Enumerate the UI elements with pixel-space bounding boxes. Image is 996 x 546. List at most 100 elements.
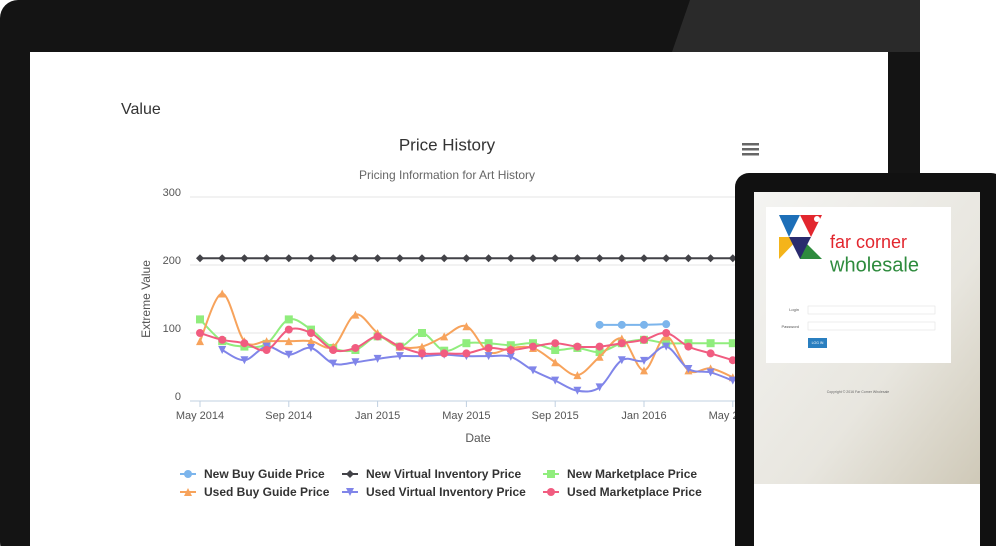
marker (662, 329, 671, 337)
marker (351, 254, 360, 263)
marker (329, 346, 338, 354)
marker (617, 320, 626, 329)
marker (595, 320, 604, 329)
marker (617, 254, 626, 263)
marker (551, 254, 560, 263)
marker (640, 320, 648, 329)
marker (440, 332, 449, 341)
marker (373, 354, 382, 363)
x-tick-label: May 2015 (442, 410, 490, 422)
chart-title: Price History (399, 135, 496, 154)
marker (307, 343, 315, 352)
marker (462, 322, 471, 331)
marker (506, 352, 515, 361)
legend-label: New Buy Guide Price (204, 467, 325, 481)
y-tick-label: 200 (163, 255, 181, 267)
legend-item[interactable]: Used Virtual Inventory Price (342, 485, 526, 499)
series-line (599, 323, 667, 326)
legend-item[interactable]: New Buy Guide Price (180, 467, 325, 481)
legend-item[interactable]: New Virtual Inventory Price (342, 467, 521, 481)
marker (462, 339, 471, 348)
marker (440, 349, 449, 358)
marker (218, 289, 227, 298)
password-label: Password (781, 324, 799, 329)
marker (395, 254, 404, 263)
menu-bar (742, 148, 759, 151)
page-heading: Value (121, 101, 161, 118)
marker (395, 342, 404, 351)
x-tick-label: Sep 2015 (532, 410, 579, 422)
y-tick-label: 300 (163, 187, 181, 199)
legend-label: Used Buy Guide Price (204, 485, 330, 499)
marker (440, 254, 449, 263)
marker (728, 356, 737, 365)
marker (218, 254, 227, 263)
marker (284, 337, 293, 346)
marker (462, 254, 471, 263)
password-input[interactable] (807, 321, 936, 331)
marker (529, 366, 537, 375)
y-axis-title: Extreme Value (139, 260, 153, 338)
marker (240, 254, 249, 263)
legend-label: Used Marketplace Price (567, 485, 702, 499)
menu-bar (742, 153, 759, 156)
marker (307, 329, 315, 337)
marker (728, 254, 737, 263)
marker (595, 254, 604, 263)
marker (595, 383, 604, 392)
logo-bottom: wholesale (829, 254, 919, 276)
y-tick-label: 100 (163, 323, 181, 335)
marker (184, 488, 192, 496)
legend-item[interactable]: New Marketplace Price (543, 467, 697, 481)
logo-top: far corner (830, 232, 907, 252)
login-label: Login (789, 307, 799, 312)
marker (595, 352, 604, 361)
legend-item[interactable]: Used Buy Guide Price (180, 485, 330, 499)
marker (373, 254, 382, 263)
marker (551, 358, 560, 367)
marker (551, 376, 560, 385)
marker (529, 254, 537, 263)
menu-button[interactable] (742, 143, 759, 156)
chart: Price History Pricing Information for Ar… (139, 135, 790, 499)
legend-label: Used Virtual Inventory Price (366, 485, 526, 499)
marker (573, 371, 582, 380)
marker (484, 352, 493, 361)
menu-bar (742, 143, 759, 146)
marker (684, 342, 693, 351)
marker (484, 339, 493, 348)
marker (218, 335, 227, 344)
legend-item[interactable]: Used Marketplace Price (543, 485, 702, 499)
login-input[interactable] (807, 305, 936, 315)
x-tick-label: Jan 2016 (621, 410, 666, 422)
login-button[interactable] (808, 338, 827, 348)
marker (196, 337, 204, 346)
marker (617, 339, 626, 348)
x-tick-label: May 2014 (176, 410, 224, 422)
marker (418, 329, 426, 337)
marker (351, 343, 360, 352)
marker (551, 339, 560, 348)
marker (284, 350, 293, 359)
marker (284, 315, 293, 324)
marker (506, 346, 515, 354)
marker (640, 366, 648, 375)
logo-mark (779, 215, 822, 259)
marker (529, 342, 537, 351)
marker (706, 368, 715, 377)
marker (706, 349, 715, 358)
marker (506, 254, 515, 263)
marker (547, 488, 555, 496)
marker (262, 346, 271, 354)
marker (262, 254, 271, 263)
marker (329, 254, 338, 263)
marker (662, 320, 671, 329)
marker (184, 470, 192, 478)
marker (484, 343, 493, 352)
marker (418, 342, 426, 351)
marker (595, 348, 604, 357)
x-tick-label: Sep 2014 (265, 410, 312, 422)
marker (484, 254, 493, 263)
marker (218, 346, 227, 354)
